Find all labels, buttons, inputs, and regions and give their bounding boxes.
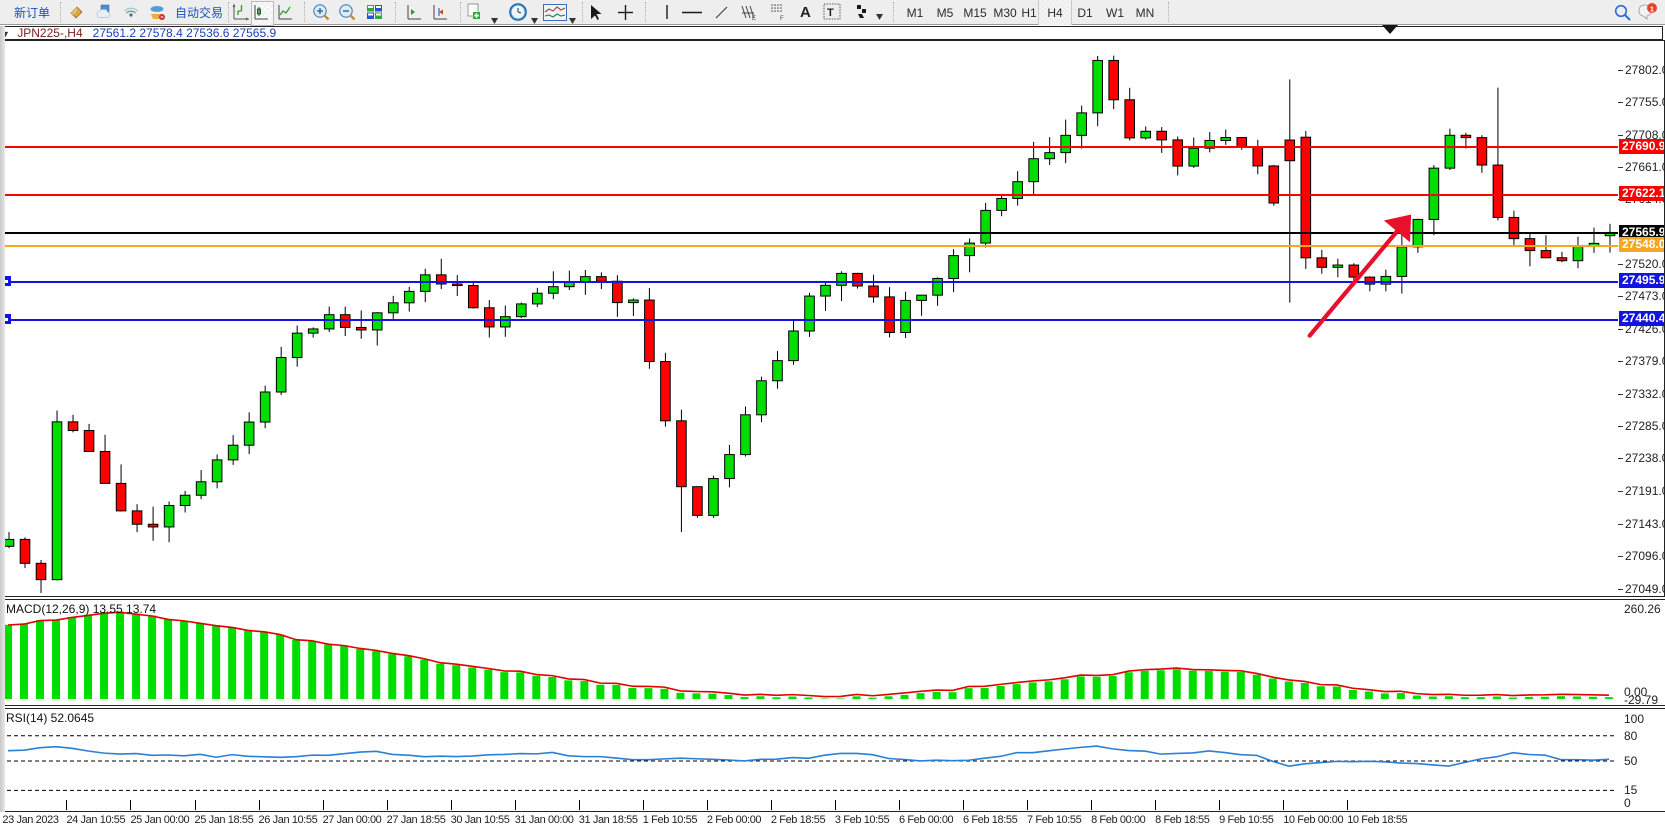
svg-text:F: F (780, 16, 784, 21)
svg-text:T: T (827, 7, 834, 19)
svg-text:1: 1 (1650, 4, 1654, 13)
svg-text:E: E (752, 16, 756, 21)
